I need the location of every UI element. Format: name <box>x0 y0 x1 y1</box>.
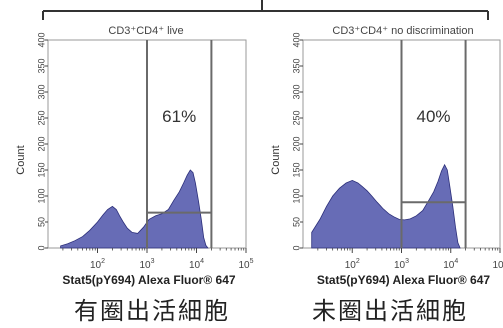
y-tick-label: 150 <box>291 162 301 177</box>
caption-ungated-live-cells: 未圈出活細胞 <box>312 297 468 325</box>
y-tick-label: 150 <box>36 162 46 177</box>
x-tick-label: 105 <box>238 258 253 271</box>
y-tick-label: 100 <box>36 188 46 203</box>
y-tick-label: 300 <box>291 84 301 99</box>
x-tick-label: 104 <box>189 258 204 271</box>
x-tick-label: 103 <box>139 258 154 271</box>
y-tick-label: 300 <box>36 84 46 99</box>
y-axis-label: Count <box>270 145 282 174</box>
x-tick-label: 105 <box>492 258 503 271</box>
y-tick-label: 250 <box>36 110 46 125</box>
y-tick-label: 350 <box>36 58 46 73</box>
histogram-panel-live: CD3⁺CD4⁺ live 61% 0 50 100 150 200 250 300 350 400… <box>15 25 254 287</box>
gate-percent-label: 61% <box>162 107 196 126</box>
x-tick-label: 103 <box>394 258 409 271</box>
caption-gated-live-cells: 有圈出活細胞 <box>74 297 230 325</box>
histogram-panel-no-discrimination: CD3⁺CD4⁺ no discrimination 40% 0 50 100 150 20… <box>270 25 503 287</box>
x-tick-label: 102 <box>90 258 105 271</box>
group-bracket <box>42 0 489 20</box>
x-axis-label: Stat5(pY694) Alexa Fluor® 647 <box>317 273 490 287</box>
histogram-series <box>311 163 461 249</box>
chart-title: CD3⁺CD4⁺ live <box>108 25 183 37</box>
y-tick-label: 400 <box>36 32 46 47</box>
y-tick-label: 200 <box>291 136 301 151</box>
chart-title: CD3⁺CD4⁺ no discrimination <box>332 25 473 37</box>
histogram-series <box>60 169 209 249</box>
x-axis-label: Stat5(pY694) Alexa Fluor® 647 <box>62 273 235 287</box>
y-tick-label: 0 <box>36 245 46 250</box>
y-tick-label: 50 <box>291 217 301 227</box>
y-tick-label: 200 <box>36 136 46 151</box>
y-tick-label: 0 <box>291 245 301 250</box>
y-tick-label: 100 <box>291 188 301 203</box>
y-tick-label: 350 <box>291 58 301 73</box>
y-tick-label: 50 <box>36 217 46 227</box>
x-tick-label: 104 <box>443 258 458 271</box>
x-tick-label: 102 <box>345 258 360 271</box>
y-tick-label: 400 <box>291 32 301 47</box>
y-axis-label: Count <box>15 145 27 174</box>
gate-percent-label: 40% <box>417 107 451 126</box>
y-tick-label: 250 <box>291 110 301 125</box>
